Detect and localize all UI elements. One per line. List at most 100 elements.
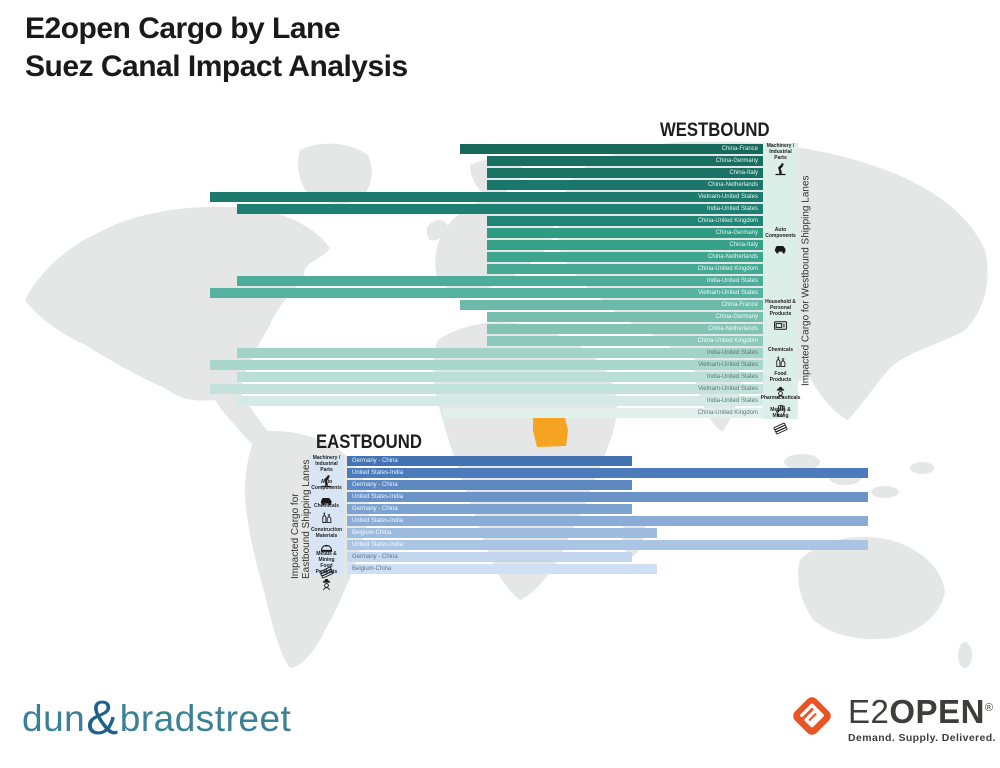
lane-row: India-United States (0, 347, 763, 359)
e2open-name-bold: OPEN (889, 693, 985, 730)
lane-label: Belgium-China (352, 566, 392, 572)
lane-row: Germany - China (347, 479, 997, 491)
category-chemicals: Chemicals (309, 503, 344, 527)
e2open-name-light: E2 (848, 693, 890, 730)
lane-label: China-Netherlands (707, 254, 758, 260)
category-label: Auto Components (311, 479, 342, 491)
lane-row: China-Netherlands (0, 323, 763, 335)
car-icon (773, 241, 788, 256)
category-chemicals: Chemicals (763, 347, 798, 371)
lane-row: China-Italy (0, 239, 763, 251)
lane-label: China-United Kingdom (697, 338, 758, 344)
lane-bar-united-states-india: United States-India (347, 516, 868, 526)
lane-row: Germany - China (347, 503, 997, 515)
category-label: Metals & Mining (316, 551, 337, 563)
lane-row: China-France (0, 143, 763, 155)
lane-label: Germany - China (352, 554, 398, 560)
lane-row: Belgium-China (347, 563, 997, 575)
lane-bar-india-united-states: India-United States (237, 372, 763, 382)
lane-bar-china-united-kingdom: China-United Kingdom (487, 264, 763, 274)
category-label: Pharmaceuticals (760, 395, 801, 401)
lane-row: Vietnam-United States (0, 359, 763, 371)
lane-label: India-United States (706, 374, 758, 380)
dnb-logo-part2: bradstreet (119, 698, 292, 739)
lane-bar-india-united-states: India-United States (237, 396, 763, 406)
lane-label: China-United Kingdom (697, 410, 758, 416)
lane-bar-united-states-india: United States-India (347, 540, 868, 550)
lane-row: India-United States (0, 371, 763, 383)
lane-row: United States-India (347, 515, 997, 527)
lane-row: China-United Kingdom (0, 407, 763, 419)
category-label: Household & Personal Products (765, 299, 796, 317)
lane-label: China-United Kingdom (697, 218, 758, 224)
lane-bar-vietnam-united-states: Vietnam-United States (210, 288, 763, 298)
lane-row: China-Netherlands (0, 179, 763, 191)
industrial-robot-icon (773, 162, 788, 177)
category-machinery-industrial-parts: Machinery / Industrial Parts (763, 143, 798, 227)
lane-label: United States-India (352, 542, 404, 548)
lane-label: China-Germany (715, 314, 758, 320)
lane-label: China-France (721, 302, 758, 308)
category-label: Metals & Mining (770, 407, 791, 419)
lane-bar-china-france: China-France (460, 300, 763, 310)
lane-label: United States-India (352, 494, 404, 500)
lane-row: India-United States (0, 395, 763, 407)
category-machinery-industrial-parts: Machinery / Industrial Parts (309, 455, 344, 479)
westbound-header: WESTBOUND (660, 120, 770, 141)
category-label: Food Products (315, 563, 338, 575)
lane-row: China-Italy (0, 167, 763, 179)
map-japan (937, 284, 953, 316)
dnb-logo-part1: dun (22, 698, 86, 739)
lane-label: India-United States (706, 278, 758, 284)
category-label: Machinery / Industrial Parts (766, 143, 795, 161)
lane-label: India-United States (706, 398, 758, 404)
lane-row: China-France (0, 299, 763, 311)
lane-bar-china-germany: China-Germany (487, 156, 763, 166)
dnb-ampersand-icon: & (86, 692, 119, 745)
e2open-wordmark: E2OPEN® Demand. Supply. Delivered. (848, 690, 996, 745)
map-new-zealand (958, 642, 972, 668)
lane-bar-india-united-states: India-United States (237, 276, 763, 286)
lane-row: Vietnam-United States (0, 383, 763, 395)
bottles-icon (773, 355, 788, 370)
lane-label: United States-India (352, 518, 404, 524)
lane-label: Vietnam-United States (698, 290, 758, 296)
lane-bar-china-netherlands: China-Netherlands (487, 252, 763, 262)
eastbound-axis-label: Impacted Cargo for Eastbound Shipping La… (290, 459, 312, 579)
category-label: Auto Components (765, 227, 796, 239)
lane-label: United States-India (352, 470, 404, 476)
category-metals-mining: Metals & Mining (309, 551, 344, 563)
lane-bar-germany-china: Germany - China (347, 552, 632, 562)
e2open-tagline: Demand. Supply. Delivered. (848, 732, 996, 744)
lane-row: Vietnam-United States (0, 287, 763, 299)
pipes-icon (773, 421, 788, 436)
lane-row: India-United States (0, 275, 763, 287)
lane-bar-china-france: China-France (460, 144, 763, 154)
map-island (871, 486, 899, 498)
lane-bar-germany-china: Germany - China (347, 504, 632, 514)
category-label: Chemicals (767, 347, 793, 353)
eastbound-bars: Germany - China United States-India German… (347, 455, 997, 575)
lane-bar-china-germany: China-Germany (487, 228, 763, 238)
lane-bar-china-united-kingdom: China-United Kingdom (443, 408, 763, 418)
lane-row: Belgium-China (347, 527, 997, 539)
category-label: Food Products (769, 371, 792, 383)
category-household-personal-products: Household & Personal Products (763, 299, 798, 347)
microwave-icon (773, 318, 788, 333)
e2open-name: E2OPEN® (848, 690, 996, 730)
chef-icon (319, 577, 334, 592)
lane-bar-germany-china: Germany - China (347, 456, 632, 466)
category-food-products: Food Products (763, 371, 798, 395)
lane-bar-vietnam-united-states: Vietnam-United States (210, 360, 763, 370)
category-auto-components: Auto Components (309, 479, 344, 503)
lane-bar-india-united-states: India-United States (237, 348, 763, 358)
page-title-line1: E2open Cargo by Lane (25, 12, 341, 45)
lane-bar-united-states-india: United States-India (347, 492, 868, 502)
lane-label: China-Germany (715, 158, 758, 164)
page-title: E2open Cargo by Lane Suez Canal Impact A… (25, 10, 408, 86)
map-uk (426, 220, 448, 241)
lane-label: Vietnam-United States (698, 362, 758, 368)
category-food-products: Food Products (309, 563, 344, 575)
lane-row: United States-India (347, 491, 997, 503)
